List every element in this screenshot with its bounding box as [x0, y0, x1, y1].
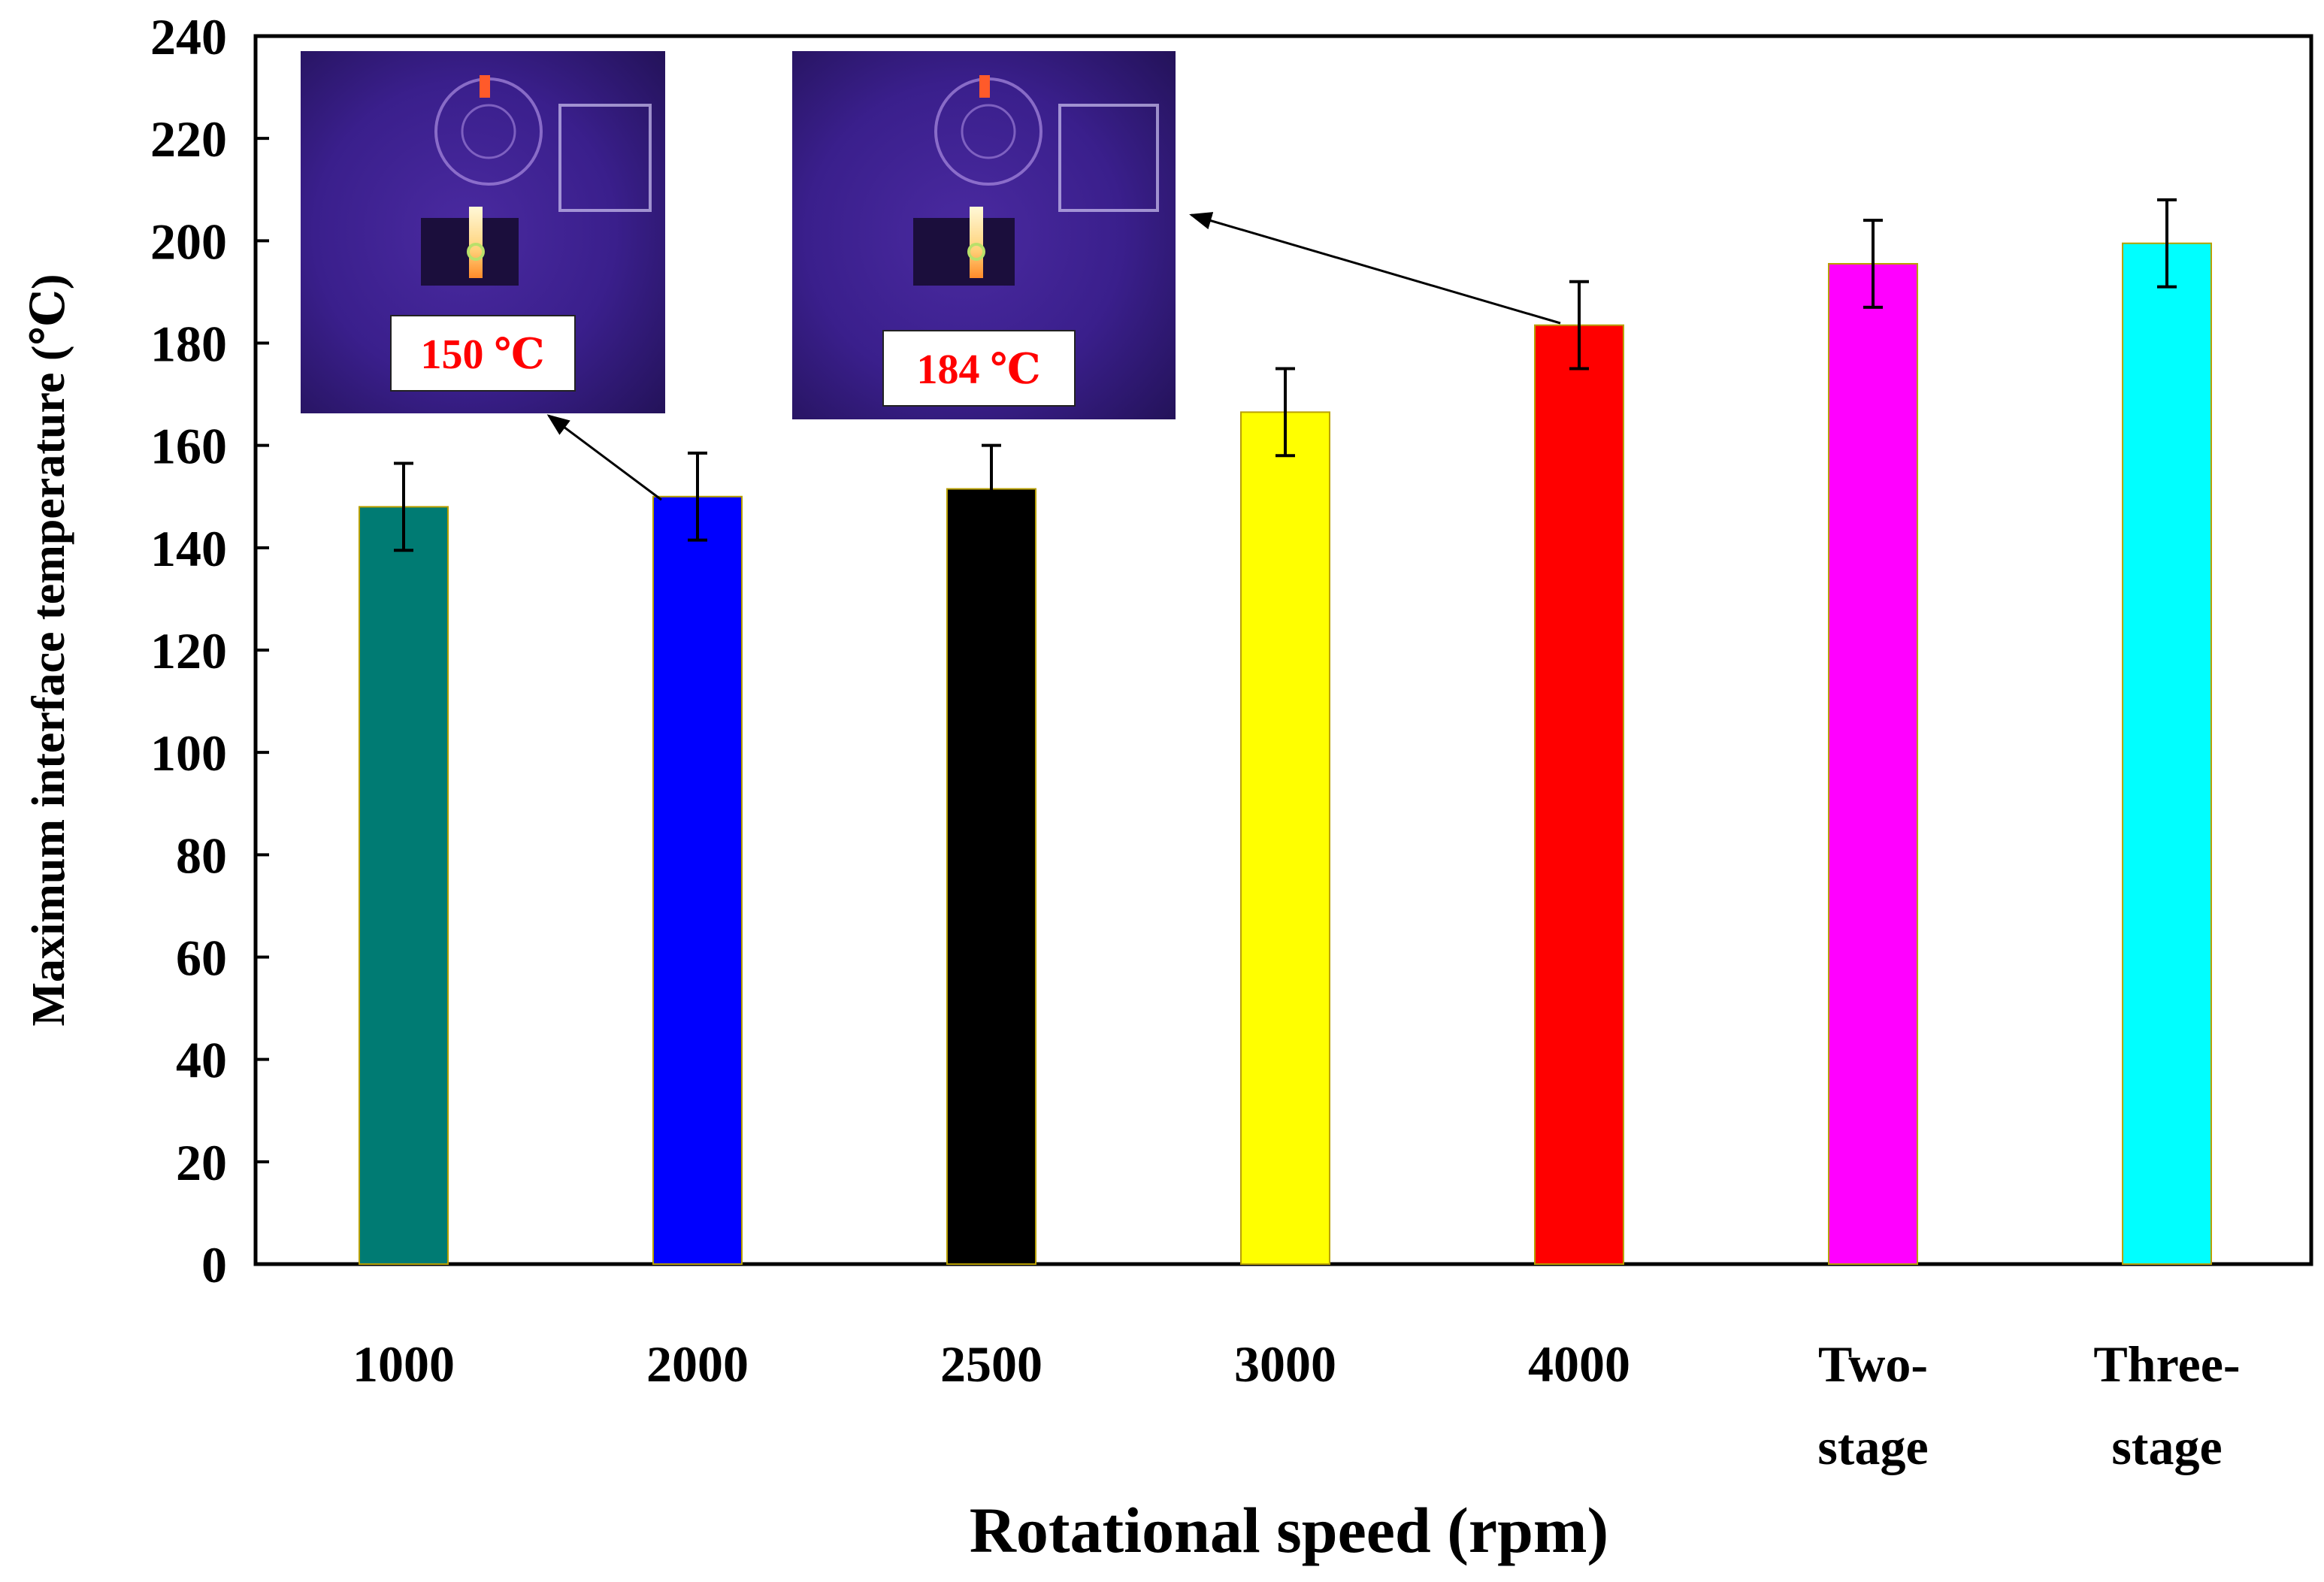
bar — [946, 488, 1036, 1265]
bars-group — [359, 242, 2212, 1266]
inset-label-box — [390, 315, 576, 392]
x-tick-label-line2: stage — [1817, 1418, 1928, 1475]
thermal-crosshair — [967, 243, 985, 261]
x-axis-title: Rotational speed (rpm) — [970, 1494, 1608, 1566]
y-tick-label: 60 — [176, 930, 227, 987]
bar — [652, 495, 743, 1265]
y-tick-label: 200 — [150, 213, 227, 270]
y-tick-label: 220 — [150, 110, 227, 168]
y-tick-label: 80 — [176, 827, 227, 884]
thermal-hotspot — [979, 75, 990, 98]
thermal-hot-rod — [970, 207, 983, 278]
thermal-crosshair — [467, 243, 485, 261]
thermal-hotspot — [480, 75, 490, 98]
y-axis: 0 20 40 60 80 100 120 140 160 180 200 220 240 — [150, 8, 269, 1293]
x-tick-label: 3000 — [1234, 1335, 1336, 1393]
y-tick-label: 240 — [150, 8, 227, 65]
y-tick-label: 20 — [176, 1134, 227, 1191]
x-tick-label: 4000 — [1528, 1335, 1630, 1393]
bar — [359, 506, 449, 1265]
thermal-fixture — [913, 218, 1015, 286]
y-tick-label: 160 — [150, 418, 227, 475]
thermal-image-inset-1: 150 ℃ — [301, 51, 665, 413]
thermal-image-inset-2: 184 ℃ — [792, 51, 1176, 419]
annotation-arrow-1 — [546, 414, 662, 501]
x-tick-label-line2: stage — [2111, 1418, 2222, 1475]
y-axis-title: Maximum interface temperature (℃) — [23, 274, 74, 1026]
thermal-equipment-shape — [1058, 104, 1159, 212]
x-tick-label: Three- — [2093, 1335, 2240, 1393]
thermal-equipment-shape — [558, 104, 652, 212]
x-tick-label: Two- — [1818, 1335, 1928, 1393]
inset-temperature-label: 184 ℃ — [916, 346, 1040, 393]
thermal-equipment-shape — [461, 104, 516, 159]
thermal-equipment-shape — [961, 104, 1016, 159]
inset-label-box — [882, 330, 1076, 407]
bar — [1828, 262, 1918, 1265]
bar — [2122, 242, 2212, 1265]
x-tick-label: 2000 — [646, 1335, 749, 1393]
error-bars-group — [394, 198, 2177, 552]
bar — [1240, 411, 1330, 1265]
y-tick-label: 140 — [150, 520, 227, 577]
thermal-hot-rod — [469, 207, 483, 278]
bar — [1534, 324, 1624, 1266]
y-tick-label: 180 — [150, 316, 227, 373]
annotation-arrow-2 — [1189, 212, 1561, 325]
y-tick-label: 40 — [176, 1032, 227, 1089]
x-tick-label: 2500 — [940, 1335, 1042, 1393]
y-tick-label: 0 — [201, 1236, 227, 1293]
x-axis-labels: 1000 2000 2500 3000 4000 Two-stage Three-stage — [353, 1335, 2241, 1475]
x-tick-label: 1000 — [353, 1335, 455, 1393]
inset-temperature-label: 150 ℃ — [420, 331, 544, 378]
y-tick-label: 120 — [150, 622, 227, 679]
y-tick-label: 100 — [150, 724, 227, 782]
